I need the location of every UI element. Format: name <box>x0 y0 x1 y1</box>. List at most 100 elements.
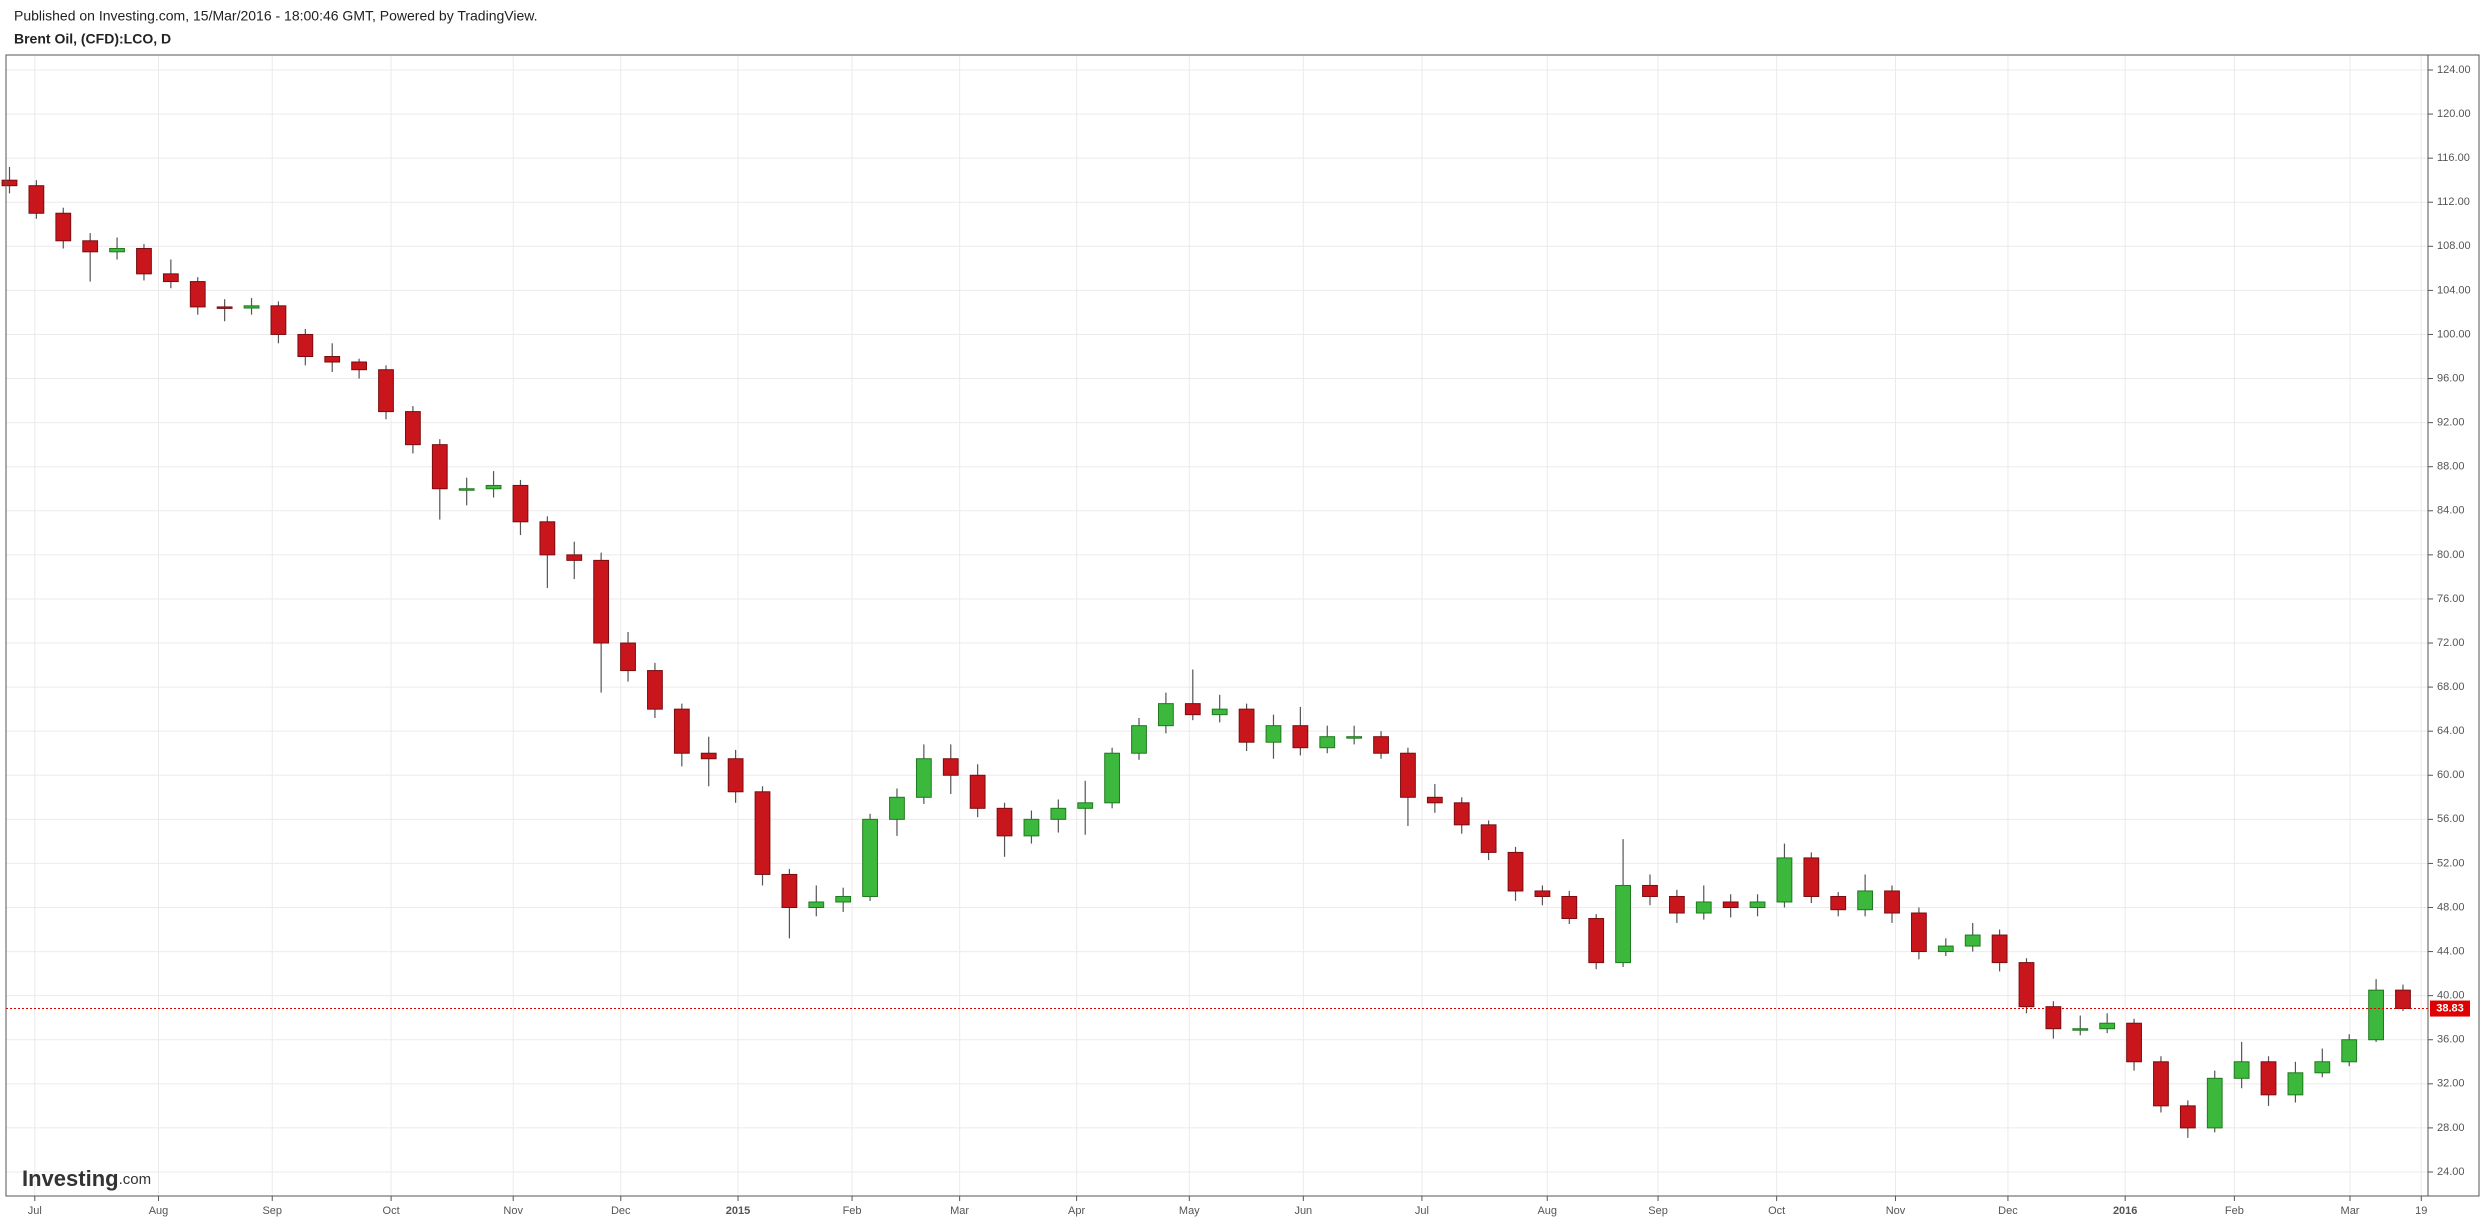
y-tick-label: 56.00 <box>2437 813 2465 825</box>
candle-body <box>1964 934 1981 947</box>
x-tick-label: Feb <box>843 1205 862 1217</box>
candle-body <box>996 807 1013 837</box>
candle-body <box>1346 736 1363 739</box>
candle-body <box>2368 989 2384 1041</box>
candle-body <box>2179 1105 2196 1129</box>
candle-body <box>1695 901 1712 914</box>
candle-body <box>1023 818 1040 837</box>
candle-body <box>1534 890 1551 897</box>
y-tick-label: 104.00 <box>2437 284 2471 296</box>
y-tick-label: 120.00 <box>2437 108 2471 120</box>
candle-body <box>1991 934 2008 964</box>
candle-body <box>109 248 125 253</box>
candle-body <box>1776 857 1793 903</box>
candle-body <box>2126 1022 2142 1063</box>
published-note: Published on Investing.com, 15/Mar/2016 … <box>14 8 537 24</box>
candle-body <box>82 240 99 253</box>
y-tick-label: 32.00 <box>2437 1078 2465 1090</box>
y-tick-label: 24.00 <box>2437 1166 2465 1178</box>
candle-body <box>1937 945 1954 953</box>
x-tick-label: Apr <box>1068 1205 1085 1217</box>
y-tick-label: 52.00 <box>2437 857 2465 869</box>
candle-body <box>431 444 448 490</box>
candle-body <box>593 559 610 644</box>
candle-body <box>1857 890 1874 911</box>
candle-body <box>1722 901 1739 908</box>
y-tick-label: 76.00 <box>2437 593 2465 605</box>
candle-body <box>1453 802 1470 826</box>
candle-body <box>754 791 771 875</box>
candle-body <box>781 873 798 908</box>
candle-body <box>351 361 368 371</box>
y-tick-label: 108.00 <box>2437 240 2471 252</box>
candle-body <box>1104 752 1121 804</box>
y-tick-label: 84.00 <box>2437 505 2465 517</box>
candle-body <box>1077 802 1094 809</box>
candle-body <box>2045 1006 2062 1030</box>
candle-body <box>378 369 394 413</box>
candle-body <box>243 305 260 309</box>
x-tick-label: Dec <box>611 1205 631 1217</box>
candle-body <box>1158 703 1174 727</box>
candle-body <box>2018 962 2035 1008</box>
x-tick-label: 19 <box>2415 1205 2427 1217</box>
candle-body <box>1292 725 1309 749</box>
candle-body <box>1911 912 1927 953</box>
candle-body <box>297 333 314 358</box>
y-tick-label: 124.00 <box>2437 64 2471 76</box>
candle-body <box>620 642 636 672</box>
candle-body <box>673 708 690 754</box>
x-tick-label: Oct <box>1768 1205 1785 1217</box>
candle-body <box>2153 1061 2169 1107</box>
candle-body <box>136 248 152 275</box>
candle-body <box>2072 1028 2089 1031</box>
candle-body <box>889 796 905 820</box>
candle-body <box>1400 752 1416 798</box>
y-tick-label: 40.00 <box>2437 990 2465 1002</box>
candle-body <box>512 484 529 523</box>
x-tick-label: Aug <box>149 1205 169 1217</box>
y-tick-label: 92.00 <box>2437 417 2465 429</box>
candle-body <box>942 758 959 776</box>
candle-body <box>808 901 825 908</box>
candle-body <box>1426 796 1443 804</box>
x-tick-label: Nov <box>503 1205 523 1217</box>
candle-body <box>324 356 341 363</box>
candle-body <box>1615 884 1631 964</box>
last-price-box <box>2430 1000 2470 1017</box>
x-tick-label: Nov <box>1886 1205 1906 1217</box>
candle-body <box>1830 895 1847 911</box>
candle-body <box>2233 1061 2250 1079</box>
candle-body <box>1319 736 1336 749</box>
candle-body <box>2341 1039 2358 1063</box>
candle-body <box>700 752 717 760</box>
candle-body <box>727 758 744 793</box>
candle-body <box>162 273 179 283</box>
x-tick-label: Feb <box>2225 1205 2244 1217</box>
y-tick-label: 36.00 <box>2437 1034 2465 1046</box>
candle-body <box>1184 703 1201 716</box>
y-tick-label: 88.00 <box>2437 461 2465 473</box>
y-tick-label: 48.00 <box>2437 901 2465 913</box>
x-tick-label: Aug <box>1537 1205 1557 1217</box>
candle-body <box>862 818 878 897</box>
candle-body <box>1050 807 1067 820</box>
x-tick-label: Sep <box>1648 1205 1668 1217</box>
candle-body <box>566 554 583 561</box>
x-tick-label: Dec <box>1998 1205 2018 1217</box>
candle-body <box>539 521 556 556</box>
candle-body <box>1803 857 1820 897</box>
candle-body <box>1884 890 1900 914</box>
y-tick-label: 96.00 <box>2437 372 2465 384</box>
y-tick-label: 60.00 <box>2437 769 2465 781</box>
y-tick-label: 44.00 <box>2437 945 2465 957</box>
y-tick-label: 64.00 <box>2437 725 2465 737</box>
candle-body <box>1561 895 1578 920</box>
x-tick-label: 2016 <box>2113 1205 2137 1217</box>
candle-body <box>458 488 475 491</box>
x-tick-label: 2015 <box>726 1205 750 1217</box>
candle-body <box>216 306 233 309</box>
x-tick-label: Oct <box>383 1205 400 1217</box>
y-tick-label: 100.00 <box>2437 328 2471 340</box>
candle-body <box>2260 1061 2277 1096</box>
